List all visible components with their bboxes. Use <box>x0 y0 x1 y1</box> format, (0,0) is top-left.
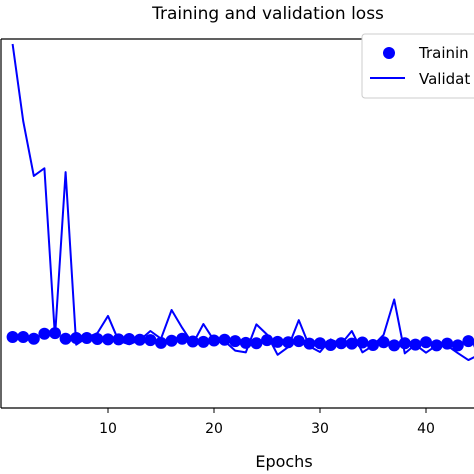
legend-training-marker <box>383 47 395 59</box>
training-loss-point <box>356 336 369 349</box>
training-loss-point <box>186 335 199 348</box>
training-loss-point <box>324 339 337 351</box>
training-loss-point <box>229 335 242 348</box>
training-loss-point <box>49 327 61 340</box>
x-tick-label: 10 <box>99 421 117 437</box>
training-loss-point <box>6 330 19 343</box>
training-loss-point <box>420 336 432 349</box>
legend: Trainin Validat <box>361 33 474 99</box>
training-loss-point <box>398 337 411 350</box>
training-loss-point <box>133 333 146 346</box>
training-loss-point <box>430 339 443 352</box>
training-loss-point <box>155 336 167 349</box>
x-ticks: 10 20 30 40 <box>99 408 435 437</box>
training-loss-point <box>123 333 136 346</box>
training-loss-point <box>17 330 30 343</box>
training-loss-point <box>80 332 93 344</box>
training-loss-point <box>367 339 379 351</box>
training-loss-point <box>335 337 348 350</box>
training-loss-point <box>218 333 231 346</box>
training-loss-point <box>91 333 104 346</box>
chart-title: Training and validation loss <box>151 4 384 24</box>
training-loss-point <box>59 332 72 345</box>
training-loss-point <box>239 336 252 349</box>
training-loss-point <box>27 332 40 345</box>
training-loss-point <box>282 336 295 349</box>
training-loss-point <box>451 339 464 352</box>
x-axis-label: Epochs <box>255 452 312 471</box>
training-loss-point <box>303 337 316 350</box>
training-loss-point <box>38 327 51 340</box>
legend-training-label: Trainin <box>418 44 469 62</box>
legend-validation-label: Validat <box>419 70 470 88</box>
x-tick-label: 30 <box>311 421 329 437</box>
plot-marks <box>6 43 474 362</box>
training-loss-point <box>176 332 189 345</box>
training-loss-point <box>292 335 305 348</box>
training-loss-point <box>70 332 83 344</box>
training-loss-point <box>345 337 358 350</box>
x-tick-label: 40 <box>417 421 435 437</box>
training-loss-point <box>197 335 210 348</box>
x-tick-label: 20 <box>205 421 223 437</box>
training-loss-point <box>409 338 422 351</box>
training-loss-point <box>388 339 401 352</box>
training-loss-point <box>250 337 263 350</box>
training-loss-point <box>208 334 220 347</box>
training-loss-point <box>102 333 114 346</box>
training-loss-point <box>261 334 273 347</box>
training-loss-point <box>441 337 454 350</box>
training-loss-point <box>271 335 284 348</box>
training-loss-point <box>165 334 178 347</box>
training-loss-point <box>144 334 157 347</box>
training-loss-point <box>314 337 326 350</box>
training-loss-point <box>112 333 125 346</box>
training-loss-point <box>462 335 474 348</box>
training-loss-point <box>377 336 390 349</box>
